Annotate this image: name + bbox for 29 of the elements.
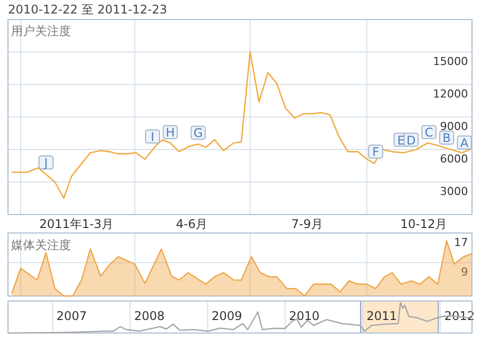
annotation: G — [194, 126, 203, 140]
x-tick-label: 10-12月 — [400, 217, 448, 231]
annotation: B — [442, 131, 451, 146]
annotation: D — [406, 133, 416, 148]
y-tick-label: 3000 — [440, 185, 468, 198]
x-tick-label: 7-9月 — [291, 217, 323, 231]
y-tick-label: 6000 — [440, 152, 468, 166]
annotation: E — [397, 133, 405, 148]
y-tick-label: 9000 — [440, 120, 468, 133]
annotation: C — [424, 126, 434, 140]
y-tick-label: 15000 — [433, 55, 468, 68]
annotation: I — [150, 130, 154, 144]
annotation: F — [372, 145, 380, 160]
x-tick-label: 2008 — [134, 309, 165, 323]
annotation: A — [460, 136, 470, 150]
chart-title: 用户关注度 — [11, 24, 71, 38]
x-tick-label: 2010 — [289, 309, 320, 323]
y-tick-label: 17 — [454, 236, 468, 249]
annotation: H — [166, 126, 175, 140]
y-tick-label: 12000 — [433, 88, 468, 100]
x-tick-label: 2007 — [56, 309, 87, 323]
x-tick-label: 2009 — [212, 309, 242, 323]
x-tick-label: 4-6月 — [176, 217, 208, 231]
x-tick-label: 2011年1-3月 — [39, 217, 114, 231]
x-tick-label: 2011 — [366, 309, 398, 323]
y-tick-label: 9 — [461, 266, 468, 279]
annotation: J — [43, 156, 48, 170]
chart-title: 媒体关注度 — [11, 238, 71, 252]
chart-subtitle: 2010-12-22 至 2011-12-23 — [8, 2, 168, 16]
